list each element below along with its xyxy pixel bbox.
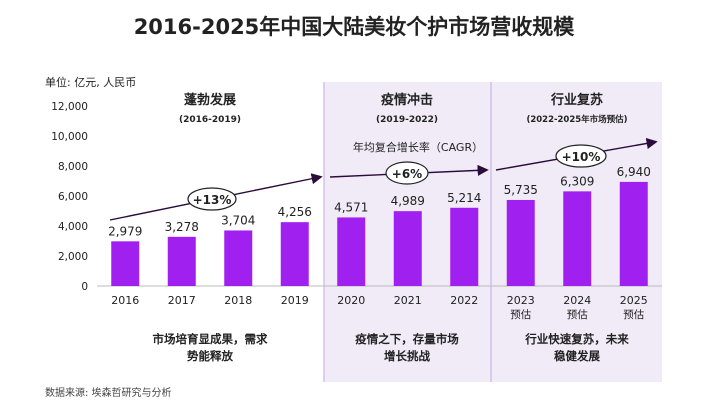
bar-value-label: 4,989 xyxy=(391,194,425,208)
y-tick-label: 8,000 xyxy=(58,161,88,173)
phase-title-pandemic: 疫情冲击 xyxy=(381,92,433,108)
bar-value-label: 2,979 xyxy=(108,224,142,238)
cagr-trend-arrows: +13% +6% +10% xyxy=(109,137,658,221)
bar-value-label: 3,278 xyxy=(165,220,199,234)
phase-subtitle-growth: (2016-2019) xyxy=(179,115,241,125)
x-tick-label: 2022 xyxy=(450,294,478,307)
phase-title-growth: 蓬勃发展 xyxy=(184,92,237,108)
bar-value-label: 5,214 xyxy=(447,191,481,205)
cagr-label: 年均复合增长率（CAGR） xyxy=(353,140,483,154)
phase-subtitle-pandemic: (2019-2022) xyxy=(376,115,438,125)
x-tick-label: 2024 xyxy=(563,294,591,307)
bar-value-label: 3,704 xyxy=(221,213,255,227)
y-tick-label: 4,000 xyxy=(58,221,88,233)
caption-pandemic-line1: 疫情之下，存量市场 xyxy=(355,332,459,346)
x-tick-label: 2023 xyxy=(507,294,535,307)
caption-growth-line2: 势能释放 xyxy=(187,349,233,363)
bar-value-label: 6,309 xyxy=(560,174,594,188)
bar-series xyxy=(111,181,648,286)
bar-2023 xyxy=(506,199,535,286)
unit-label: 单位: 亿元, 人民币 xyxy=(45,75,136,89)
y-tick-label: 12,000 xyxy=(51,101,88,113)
bar-2025 xyxy=(619,181,648,286)
y-tick-label: 6,000 xyxy=(58,191,88,203)
bar-2024 xyxy=(563,191,592,286)
bar-2016 xyxy=(111,241,140,286)
x-tick-label: 2021 xyxy=(394,294,422,307)
source-note: 数据来源: 埃森哲研究与分析 xyxy=(45,386,172,399)
x-axis-tick-labels: 2016 2017 2018 2019 2020 2021 2022 2023预估2024预估… xyxy=(111,294,648,321)
x-tick-sublabel: 预估 xyxy=(567,308,588,321)
y-tick-label: 10,000 xyxy=(51,131,88,143)
x-tick-sublabel: 预估 xyxy=(623,308,644,321)
y-axis-ticks: 0 2,000 4,000 6,000 8,000 10,000 12,000 xyxy=(51,101,88,293)
x-tick-sublabel: 预估 xyxy=(510,308,531,321)
y-tick-label: 0 xyxy=(81,281,88,293)
bar-value-labels: 2,979 3,278 3,704 4,256 4,571 4,989 5,214 5,735… xyxy=(108,165,651,238)
cagr-value-pandemic: +6% xyxy=(392,167,422,181)
cagr-oval-growth xyxy=(187,187,237,211)
cagr-oval-recovery xyxy=(555,144,607,168)
bar-2019 xyxy=(280,222,309,286)
bar-2020 xyxy=(337,217,366,286)
cagr-oval-pandemic xyxy=(385,161,429,185)
bar-value-label: 4,256 xyxy=(278,205,312,219)
bar-value-label: 6,940 xyxy=(617,165,651,179)
bar-2017 xyxy=(167,236,196,286)
phase-subtitle-recovery: (2022-2025年市场预估) xyxy=(526,114,627,125)
caption-recovery-line2: 稳健发展 xyxy=(554,349,600,363)
caption-recovery-line1: 行业快速复苏，未来 xyxy=(524,332,629,346)
caption-pandemic-line2: 增长挑战 xyxy=(384,349,430,363)
x-tick-label: 2019 xyxy=(281,294,309,307)
phase-title-recovery: 行业复苏 xyxy=(550,92,603,108)
chart-title: 2016-2025年中国大陆美妆个护市场营收规模 xyxy=(134,15,576,39)
caption-growth-line1: 市场培育显成果，需求 xyxy=(153,332,268,346)
bar-2018 xyxy=(224,230,253,286)
x-tick-label: 2017 xyxy=(168,294,196,307)
bar-value-label: 5,735 xyxy=(504,183,538,197)
x-tick-label: 2020 xyxy=(337,294,365,307)
x-tick-label: 2018 xyxy=(224,294,252,307)
x-tick-label: 2016 xyxy=(111,294,139,307)
bar-value-label: 4,571 xyxy=(334,200,368,214)
bar-2022 xyxy=(450,207,479,286)
x-tick-label: 2025 xyxy=(620,294,648,307)
bar-2021 xyxy=(393,211,422,286)
cagr-value-growth: +13% xyxy=(193,193,232,207)
y-tick-label: 2,000 xyxy=(58,251,88,263)
cagr-value-recovery: +10% xyxy=(562,150,601,164)
